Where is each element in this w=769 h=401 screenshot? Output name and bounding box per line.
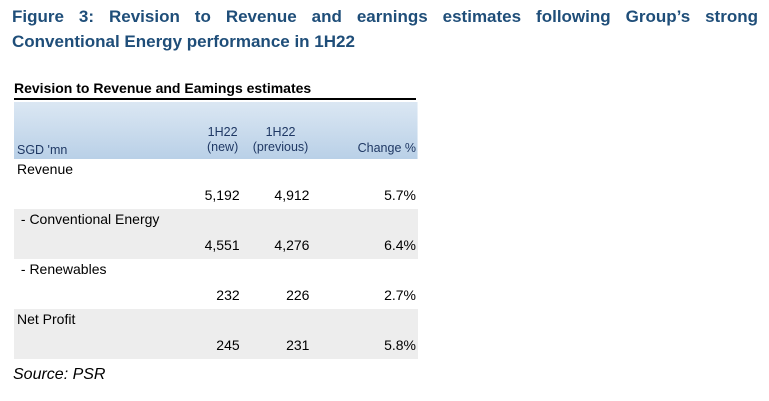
header-new: 1H22 (new): [204, 102, 242, 159]
header-previous: 1H22 (previous): [242, 102, 320, 159]
table-header-row: SGD 'mn 1H22 (new) 1H22 (previous) Chang…: [14, 102, 418, 159]
row-change-value: 2.7%: [384, 287, 416, 303]
row-new-value: 4,551: [204, 237, 240, 253]
header-label: SGD 'mn: [17, 143, 68, 157]
table-row: - Conventional Energy 4,551 4,276 6.4%: [14, 209, 418, 259]
table-row: Revenue 5,192 4,912 5.7%: [14, 159, 418, 209]
row-change-value: 5.7%: [384, 187, 416, 203]
row-new-value: 5,192: [204, 187, 240, 203]
row-previous-value: 231: [286, 337, 310, 353]
header-previous-line2: (previous): [252, 140, 309, 154]
figure-title: Figure 3: Revision to Revenue and earnin…: [12, 7, 758, 51]
row-change-value: 6.4%: [384, 237, 416, 253]
row-previous-value: 4,276: [274, 237, 310, 253]
row-label: Net Profit: [17, 311, 76, 327]
table-row: - Renewables 232 226 2.7%: [14, 259, 418, 309]
header-change: Change %: [357, 141, 416, 155]
row-label: - Renewables: [17, 261, 107, 277]
estimates-table: SGD 'mn 1H22 (new) 1H22 (previous) Chang…: [14, 102, 418, 359]
row-label: - Conventional Energy: [17, 211, 160, 227]
header-previous-line1: 1H22: [265, 125, 296, 139]
table-row: Net Profit 245 231 5.8%: [14, 309, 418, 359]
source-note: Source: PSR: [13, 366, 106, 383]
table-heading: Revision to Revenue and Eamings estimate…: [14, 79, 416, 100]
row-label: Revenue: [17, 161, 74, 177]
header-new-line2: (new): [206, 140, 239, 154]
row-previous-value: 4,912: [274, 187, 310, 203]
row-change-value: 5.8%: [384, 337, 416, 353]
row-previous-value: 226: [286, 287, 310, 303]
row-new-value: 232: [216, 287, 240, 303]
row-new-value: 245: [216, 337, 240, 353]
header-new-line1: 1H22: [207, 125, 238, 139]
